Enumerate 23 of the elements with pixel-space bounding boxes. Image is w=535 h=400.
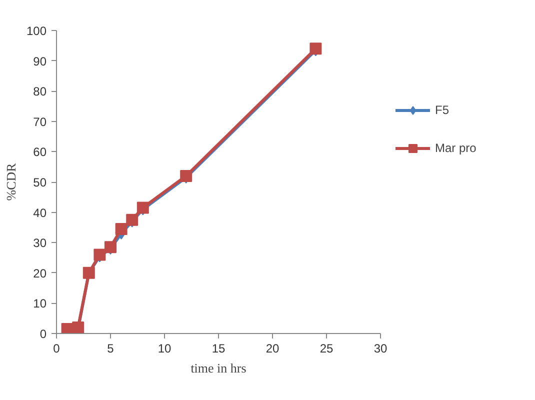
- x-axis-title: time in hrs: [190, 360, 246, 376]
- y-axis-title: %CDR: [3, 162, 18, 201]
- y-tick-label: 70: [33, 114, 47, 129]
- x-tick-label: 20: [266, 342, 280, 356]
- y-tick-label: 50: [33, 176, 47, 190]
- y-tick-label: 60: [33, 145, 47, 160]
- y-tick-label: 20: [33, 266, 47, 280]
- legend-label: Mar pro: [435, 141, 476, 155]
- y-tick-label: 100: [26, 24, 47, 38]
- x-tick-label: 25: [320, 342, 334, 356]
- y-tick-label: 90: [33, 54, 47, 68]
- x-tick-label: 30: [374, 342, 388, 356]
- legend-label: F5: [435, 103, 450, 117]
- x-tick-label: 5: [107, 342, 114, 356]
- y-tick-label: 80: [33, 84, 47, 99]
- x-tick-label: 15: [212, 342, 226, 356]
- x-tick-label: 10: [158, 342, 172, 356]
- y-tick-label: 0: [40, 327, 47, 341]
- y-tick-label: 10: [33, 296, 47, 311]
- y-tick-label: 30: [33, 236, 47, 250]
- point: [115, 222, 128, 235]
- x-tick-label: 0: [53, 342, 60, 356]
- y-tick-label: 40: [33, 206, 47, 220]
